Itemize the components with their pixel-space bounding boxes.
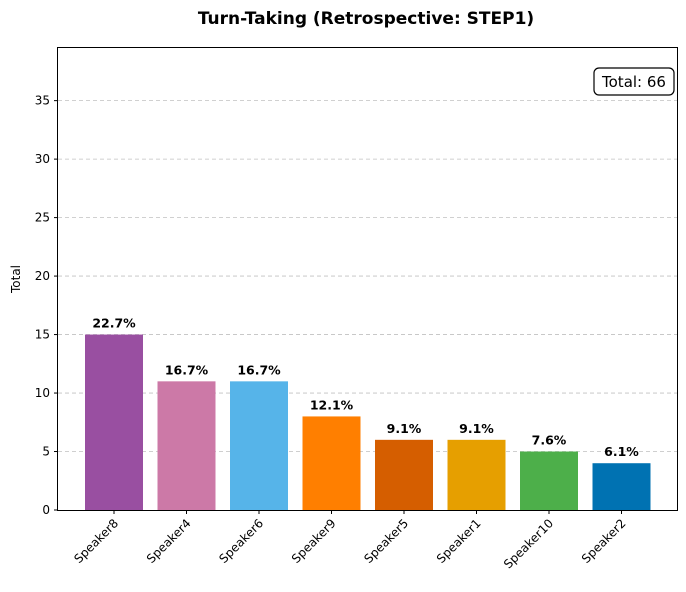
y-tick-label: 30 xyxy=(35,152,50,166)
bar xyxy=(520,451,578,510)
bar-percent-label: 22.7% xyxy=(92,316,136,331)
x-tick-label: Speaker9 xyxy=(289,516,339,566)
bar-percent-label: 9.1% xyxy=(387,421,422,436)
bar-percent-label: 16.7% xyxy=(237,362,281,377)
y-axis-label: Total xyxy=(9,265,23,294)
axes-frame xyxy=(57,47,678,511)
chart-title: Turn-Taking (Retrospective: STEP1) xyxy=(198,9,534,29)
bar xyxy=(375,439,433,510)
bar-percent-label: 9.1% xyxy=(459,421,494,436)
y-tick-label: 25 xyxy=(35,211,50,225)
bar-percent-label: 12.1% xyxy=(310,397,354,412)
y-tick-label: 15 xyxy=(35,328,50,342)
bar-percent-label: 16.7% xyxy=(165,362,209,377)
y-tick-label: 0 xyxy=(42,503,50,517)
bar xyxy=(302,416,361,510)
x-tick-label: Speaker8 xyxy=(71,516,121,566)
y-axis-ticks: 0 5 10 15 20 25 30 35 xyxy=(35,94,58,517)
bar xyxy=(157,381,216,510)
y-tick-label: 35 xyxy=(35,94,50,108)
x-axis-ticks: Speaker8 Speaker4 Speaker6 Speaker9 Speaker5… xyxy=(71,510,629,571)
bar xyxy=(85,334,143,510)
x-tick-label: Speaker1 xyxy=(434,516,484,566)
bar xyxy=(230,381,288,510)
y-tick-label: 20 xyxy=(35,269,50,283)
y-tick-label: 10 xyxy=(35,386,50,400)
x-tick-label: Speaker5 xyxy=(361,516,411,566)
bar xyxy=(447,439,506,510)
x-tick-label: Speaker10 xyxy=(501,516,556,571)
total-annotation-box xyxy=(593,67,675,96)
bar-percent-label: 7.6% xyxy=(532,433,567,448)
x-tick-label: Speaker6 xyxy=(216,516,266,566)
grid-lines xyxy=(58,100,677,452)
x-tick-label: Speaker4 xyxy=(144,516,194,566)
total-annotation: Total: 66 xyxy=(593,67,675,96)
total-annotation-text: Total: 66 xyxy=(601,73,666,91)
x-tick-label: Speaker2 xyxy=(579,516,629,566)
y-tick-label: 5 xyxy=(42,445,50,459)
bar-value-labels: 22.7% 16.7% 16.7% 12.1% 9.1% 9.1% 7.6% 6.1% xyxy=(92,316,639,460)
bars xyxy=(85,334,651,510)
bar xyxy=(592,463,651,510)
bar-percent-label: 6.1% xyxy=(604,444,639,459)
